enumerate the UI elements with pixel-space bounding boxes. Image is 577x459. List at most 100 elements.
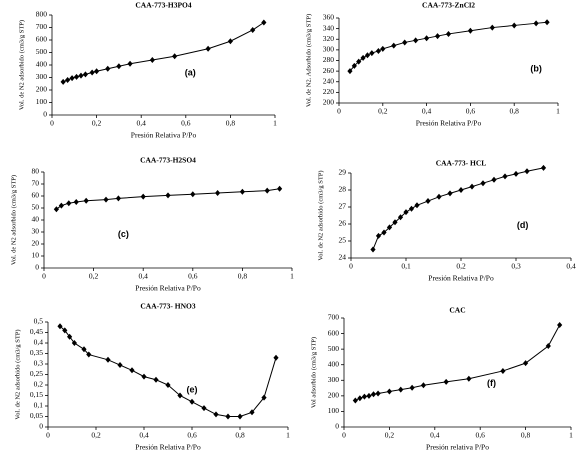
y-tick-label: 0,1 — [34, 401, 44, 410]
data-point — [540, 164, 547, 171]
y-tick-label: 400 — [36, 60, 48, 69]
y-tick-label: 0,5 — [34, 317, 44, 326]
data-point — [360, 54, 366, 61]
data-point — [489, 24, 495, 31]
y-tick-label: 260 — [323, 66, 335, 75]
y-tick-label: 100 — [36, 97, 48, 106]
y-tick-label: 10 — [32, 251, 40, 260]
x-tick-label: 0,6 — [187, 431, 197, 440]
data-point — [397, 214, 404, 221]
y-tick-label: 300 — [323, 45, 335, 54]
data-point — [523, 360, 529, 367]
y-tick-label: 220 — [323, 87, 335, 96]
data-point — [201, 405, 207, 412]
data-point — [408, 205, 415, 212]
data-point — [86, 351, 92, 358]
chart-title: CAA-773- HCL — [436, 159, 487, 168]
y-tick-label: 400 — [328, 359, 340, 368]
data-point — [165, 192, 171, 199]
annotation: (c) — [118, 229, 129, 239]
annotation: (f) — [487, 378, 496, 388]
y-tick-label: 340 — [323, 23, 335, 32]
data-point — [103, 196, 109, 203]
y-tick-label: 70 — [32, 179, 40, 188]
x-tick-label: 0,4 — [430, 431, 440, 440]
data-point — [149, 57, 155, 63]
data-point — [513, 170, 519, 177]
y-axis-title: Vol. de N2 adsorbido (cm3/g STP) — [10, 175, 17, 265]
data-line — [56, 188, 280, 210]
data-point — [189, 398, 195, 405]
data-point — [67, 333, 73, 340]
data-point — [364, 52, 371, 59]
data-point — [250, 27, 256, 33]
data-point — [153, 376, 159, 383]
data-point — [511, 22, 517, 29]
data-point — [225, 413, 231, 420]
x-axis-title: Presión Relativa P/Po — [131, 131, 197, 140]
data-point — [424, 35, 430, 42]
x-tick-label: 0,6 — [476, 431, 486, 440]
data-point — [466, 375, 472, 382]
data-point — [347, 68, 353, 75]
y-tick-label: 200 — [328, 391, 340, 400]
data-point — [177, 392, 183, 399]
data-point — [425, 198, 431, 205]
data-point — [277, 185, 283, 192]
data-point — [261, 394, 267, 401]
data-point — [447, 190, 453, 197]
y-tick-label: 24 — [339, 253, 347, 262]
x-axis-title: Presión relativa P/Po — [426, 443, 489, 452]
data-point — [370, 246, 376, 253]
data-point — [443, 378, 449, 385]
x-tick-label: 1 — [556, 107, 560, 116]
x-axis-title: Presión Relativa P/Po — [428, 274, 494, 283]
data-point — [71, 340, 77, 346]
chart-title: CAA-773-ZnCl2 — [422, 1, 475, 10]
x-tick-label: 0,8 — [238, 272, 248, 281]
data-point — [545, 343, 551, 350]
data-point — [58, 202, 64, 209]
y-tick-label: 25 — [339, 236, 347, 245]
data-point — [533, 20, 539, 27]
x-tick-label: 0,4 — [139, 272, 149, 281]
data-point — [369, 50, 375, 57]
data-point — [116, 63, 122, 70]
x-tick-label: 0,8 — [510, 107, 520, 116]
data-point — [392, 219, 398, 226]
data-point — [436, 193, 442, 200]
x-tick-label: 0 — [46, 431, 50, 440]
chart-title: CAA-773-H2SO4 — [140, 156, 196, 165]
data-point — [261, 19, 267, 26]
x-tick-label: 0,2 — [91, 431, 101, 440]
data-point — [215, 190, 221, 196]
y-tick-label: 0,45 — [30, 327, 43, 336]
data-point — [356, 58, 362, 65]
data-point — [524, 168, 530, 175]
y-tick-label: 20 — [32, 239, 40, 248]
y-tick-label: 0,35 — [30, 348, 43, 357]
y-axis-title: Vol. de N2 adsorbido (cm3/g STP) — [317, 170, 324, 260]
x-tick-label: 1 — [286, 431, 290, 440]
y-tick-label: 50 — [32, 203, 40, 212]
data-point — [544, 19, 550, 26]
data-point — [89, 69, 95, 76]
x-tick-label: 0,4 — [139, 431, 149, 440]
y-tick-label: 28 — [339, 185, 347, 194]
y-tick-label: 700 — [328, 313, 340, 322]
x-tick-label: 0,8 — [226, 119, 236, 128]
y-tick-label: 600 — [36, 35, 48, 44]
data-point — [73, 199, 79, 205]
data-point — [434, 33, 441, 40]
data-point — [227, 38, 233, 45]
chart-panel: 24 25 26 27 28 29 0 0,1 0,2 0,3 0,4 Presión Relativ… — [317, 159, 575, 283]
data-point — [402, 39, 408, 46]
data-point — [409, 384, 415, 391]
y-axis-title: Vol adsorbido (cm3/g STP) — [310, 337, 317, 408]
data-point — [352, 397, 358, 404]
chart-title: CAA-773- HNO3 — [140, 302, 195, 311]
y-tick-label: 700 — [36, 22, 48, 31]
data-point — [78, 72, 84, 79]
